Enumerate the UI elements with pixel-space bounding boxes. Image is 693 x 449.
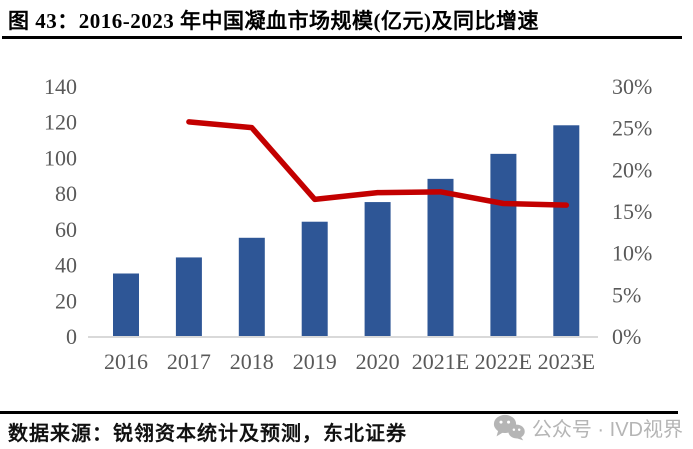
x-axis-label: 2018 [230,349,274,374]
x-axis-label: 2021E [412,349,469,374]
watermark: 公众号 · IVD视界 [493,413,683,442]
bar-2016 [113,273,139,336]
bar-2022E [490,153,517,336]
wechat-icon [493,414,525,441]
y-right-tick-label: 15% [612,199,652,224]
y-left-tick-label: 120 [44,110,77,135]
y-left-tick-label: 20 [55,288,77,313]
bar-2017 [175,257,202,336]
y-right-tick-label: 10% [612,241,652,266]
y-left-tick-label: 60 [55,217,77,242]
data-source-text: 数据来源：锐翎资本统计及预测，东北证券 [8,423,407,445]
x-axis-label: 2016 [104,349,148,374]
title-divider [2,36,682,39]
y-left-tick-label: 140 [44,74,77,99]
x-axis-label: 2019 [293,349,337,374]
y-right-tick-label: 0% [612,324,641,349]
y-left-tick-label: 0 [66,324,77,349]
bar-2021E [427,178,454,336]
bar-2020 [364,202,391,336]
y-right-tick-label: 30% [612,74,652,99]
growth-line [186,119,570,208]
bar-2019 [301,221,328,336]
figure-title: 图 43：2016-2023 年中国凝血市场规模(亿元)及同比增速 [8,9,539,33]
x-axis-label: 2020 [356,349,400,374]
x-axis-label: 2017 [167,349,211,374]
y-left-tick-label: 80 [55,181,77,206]
x-axis-label: 2023E [538,349,595,374]
y-left-tick-label: 40 [55,253,77,278]
y-right-tick-label: 5% [612,282,641,307]
bar-2023E [553,125,580,337]
y-right-tick-label: 20% [612,157,652,182]
y-left-tick-label: 100 [44,145,77,170]
x-axis-label: 2022E [475,349,532,374]
watermark-label: 公众号 · IVD视界 [531,419,683,441]
combo-chart: 0 20 40 60 80 100 120 140 0% 5% 10% 15% 20% 25% 30% 201… [44,74,652,374]
footer-divider [0,411,678,414]
y-right-tick-label: 25% [612,116,652,141]
bar-2018 [238,237,265,336]
